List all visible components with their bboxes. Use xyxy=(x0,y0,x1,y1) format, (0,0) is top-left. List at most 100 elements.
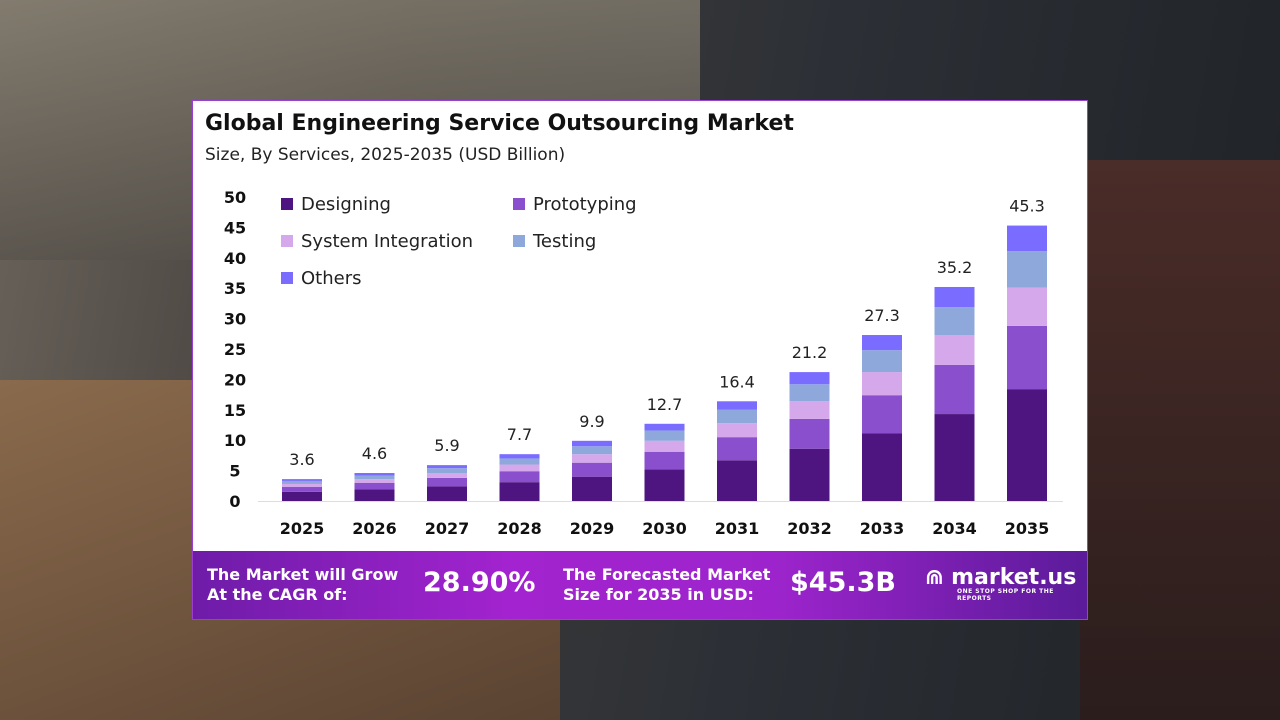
y-tick-label: 45 xyxy=(224,218,246,237)
bar-total-label: 12.7 xyxy=(647,395,683,414)
legend-label: Others xyxy=(301,268,362,289)
bar-segment-system-integration xyxy=(354,479,395,483)
legend-label: System Integration xyxy=(301,231,473,252)
bar-segment-designing xyxy=(789,448,830,501)
bar-segment-prototyping xyxy=(789,418,830,449)
bar-segment-system-integration xyxy=(427,473,467,478)
bar-segment-prototyping xyxy=(644,451,685,470)
bar-segment-designing xyxy=(862,433,902,501)
forecast-value: $45.3B xyxy=(790,567,896,598)
logo-icon: ⋒ xyxy=(925,565,952,590)
x-tick-label: 2033 xyxy=(860,519,905,538)
legend-label: Testing xyxy=(532,231,596,252)
x-tick-label: 2031 xyxy=(715,519,760,538)
bar-segment-testing xyxy=(427,468,467,474)
cagr-value: 28.90% xyxy=(423,567,536,598)
bar-segment-prototyping xyxy=(427,477,467,487)
y-tick-label: 20 xyxy=(224,370,246,389)
bar-segment-testing xyxy=(934,307,975,336)
bar-segment-designing xyxy=(717,460,757,501)
legend-swatch xyxy=(281,198,293,210)
y-tick-label: 15 xyxy=(224,401,246,420)
x-tick-label: 2027 xyxy=(425,519,470,538)
cagr-label: The Market will Grow At the CAGR of: xyxy=(207,565,398,605)
bar-total-label: 35.2 xyxy=(937,258,973,277)
legend-swatch xyxy=(281,235,293,247)
bar-segment-prototyping xyxy=(862,395,902,434)
bar-segment-testing xyxy=(354,475,395,480)
bar-segment-system-integration xyxy=(717,423,757,438)
bar-segment-testing xyxy=(789,384,830,402)
bar-segment-designing xyxy=(644,469,685,501)
bar-segment-others xyxy=(862,335,902,351)
bar-segment-designing xyxy=(427,486,467,501)
bar-segment-others xyxy=(934,286,975,308)
bar-segment-system-integration xyxy=(499,464,540,472)
forecast-label-line2: Size for 2035 in USD: xyxy=(563,585,754,604)
bar-total-label: 4.6 xyxy=(362,444,387,463)
forecast-label: The Forecasted Market Size for 2035 in U… xyxy=(563,565,770,605)
bar-segment-designing xyxy=(1007,389,1047,501)
bar-segment-prototyping xyxy=(499,471,540,483)
bar-segment-others xyxy=(354,473,395,476)
bar-segment-others xyxy=(1007,225,1047,252)
x-tick-label: 2025 xyxy=(280,519,325,538)
x-tick-label: 2034 xyxy=(932,519,977,538)
bar-segment-testing xyxy=(862,350,902,373)
y-tick-label: 40 xyxy=(224,249,246,268)
cagr-label-line2: At the CAGR of: xyxy=(207,585,348,604)
x-tick-label: 2032 xyxy=(787,519,832,538)
bar-segment-others xyxy=(499,454,540,459)
x-tick-label: 2028 xyxy=(497,519,542,538)
bar-segment-system-integration xyxy=(572,454,612,463)
bar-total-label: 9.9 xyxy=(579,412,604,431)
cagr-label-line1: The Market will Grow xyxy=(207,565,399,584)
bar-segment-designing xyxy=(354,489,395,501)
y-tick-label: 25 xyxy=(224,340,246,359)
bar-segment-prototyping xyxy=(1007,325,1047,390)
bar-segment-designing xyxy=(934,414,975,501)
chart-svg: 051015202530354045503.620254.620265.9202… xyxy=(224,188,1063,538)
bar-segment-others xyxy=(572,440,612,447)
bar-segment-designing xyxy=(572,476,612,501)
bar-segment-system-integration xyxy=(789,401,830,419)
bar-segment-others xyxy=(717,401,757,410)
logo-tagline: ONE STOP SHOP FOR THE REPORTS xyxy=(957,588,1054,602)
y-tick-label: 10 xyxy=(224,431,246,450)
bar-segment-prototyping xyxy=(717,437,757,461)
bar-segment-others xyxy=(789,372,830,385)
bar-segment-system-integration xyxy=(644,440,685,452)
bar-segment-designing xyxy=(282,491,322,501)
bar-segment-system-integration xyxy=(1007,287,1047,326)
bar-segment-testing xyxy=(644,430,685,441)
legend-swatch xyxy=(281,272,293,284)
bar-segment-system-integration xyxy=(862,372,902,396)
y-tick-label: 50 xyxy=(224,188,246,207)
bar-segment-prototyping xyxy=(354,482,395,490)
bar-segment-prototyping xyxy=(572,462,612,477)
legend-swatch xyxy=(513,198,525,210)
bar-segment-others xyxy=(644,423,685,431)
bar-total-label: 5.9 xyxy=(434,436,459,455)
bar-segment-others xyxy=(427,465,467,469)
y-tick-label: 0 xyxy=(229,492,240,511)
bar-total-label: 21.2 xyxy=(792,343,828,362)
bar-segment-others xyxy=(282,479,322,481)
market-us-logo: ⋒ market.us ONE STOP SHOP FOR THE REPORT… xyxy=(925,565,1087,602)
x-tick-label: 2030 xyxy=(642,519,687,538)
y-tick-label: 30 xyxy=(224,310,246,329)
x-tick-label: 2029 xyxy=(570,519,615,538)
bar-segment-system-integration xyxy=(282,483,322,488)
bar-segment-testing xyxy=(282,480,322,484)
chart-title: Global Engineering Service Outsourcing M… xyxy=(205,111,794,136)
bar-segment-designing xyxy=(499,482,540,501)
background-photo-person xyxy=(1080,160,1280,720)
bar-total-label: 45.3 xyxy=(1009,197,1045,216)
bar-total-label: 3.6 xyxy=(289,450,314,469)
chart-subtitle: Size, By Services, 2025-2035 (USD Billio… xyxy=(205,145,566,165)
x-tick-label: 2035 xyxy=(1005,519,1050,538)
chart-card: Global Engineering Service Outsourcing M… xyxy=(192,100,1088,620)
y-tick-label: 35 xyxy=(224,279,246,298)
legend-label: Prototyping xyxy=(533,194,637,215)
bar-segment-system-integration xyxy=(934,335,975,365)
